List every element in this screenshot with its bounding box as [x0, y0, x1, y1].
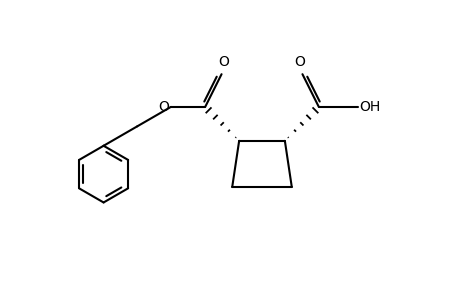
Text: O: O — [158, 100, 169, 114]
Text: O: O — [294, 55, 305, 69]
Text: O: O — [218, 55, 229, 69]
Text: OH: OH — [359, 100, 380, 114]
